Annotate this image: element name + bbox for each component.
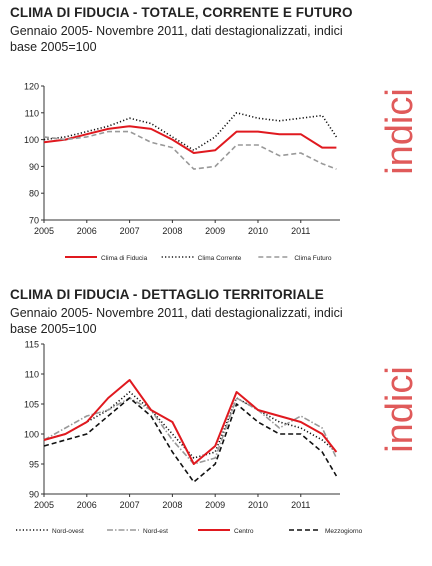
y-tick-label: 70: [29, 216, 39, 226]
legend-label: Centro: [234, 528, 254, 535]
y-tick-label: 115: [25, 340, 39, 350]
y-tick-label: 120: [24, 82, 39, 92]
legend-label: Nord-est: [143, 528, 168, 535]
chart-title: CLIMA DI FIDUCIA - TOTALE, CORRENTE E FU…: [10, 5, 353, 20]
y-tick-label: 90: [29, 490, 39, 500]
chart-panel-1: CLIMA DI FIDUCIA - TOTALE, CORRENTE E FU…: [10, 5, 421, 262]
y-tick-label: 110: [25, 370, 39, 380]
x-tick-label: 2011: [291, 500, 310, 510]
y-tick-label: 100: [24, 430, 39, 440]
series-line: [43, 130, 337, 170]
x-tick-label: 2011: [291, 226, 310, 236]
x-tick-label: 2009: [205, 500, 225, 510]
legend-label: Clima Futuro: [294, 255, 332, 262]
legend-label: Mezzogiorno: [325, 528, 363, 535]
x-tick-label: 2007: [120, 500, 140, 510]
x-tick-label: 2006: [77, 500, 97, 510]
chart-svg: 90 95 100 105 110 115 2005 2006 2007 2008 2009 2010…: [16, 340, 363, 535]
y-tick-label: 110: [25, 108, 39, 118]
series-line: [43, 111, 338, 152]
x-tick-label: 2005: [34, 226, 54, 236]
legend-label: Clima Corrente: [198, 255, 242, 262]
series-line: [43, 125, 337, 154]
chart-svg: 70 80 90 100 110 120 2005 2006 2007 2008 2009 2010 2…: [24, 82, 340, 262]
chart-panel-2: CLIMA DI FIDUCIA - DETTAGLIO TERRITORIAL…: [0, 283, 432, 566]
y-tick-label: 105: [24, 400, 39, 410]
y-tick-label: 80: [29, 189, 39, 199]
y-tick-label: 100: [24, 135, 39, 145]
series-line: [43, 397, 338, 465]
series-line: [43, 397, 338, 483]
chart-title: CLIMA DI FIDUCIA - DETTAGLIO TERRITORIAL…: [10, 287, 324, 302]
x-tick-label: 2010: [248, 500, 268, 510]
legend-label: Clima di Fiducia: [101, 255, 148, 262]
chart-subtitle: Gennaio 2005- Novembre 2011, dati destag…: [10, 306, 343, 336]
series-line: [43, 379, 338, 465]
x-tick-label: 2006: [77, 226, 97, 236]
chart-subtitle: Gennaio 2005- Novembre 2011, dati destag…: [10, 24, 343, 54]
series-line: [43, 391, 337, 459]
x-tick-label: 2005: [34, 500, 54, 510]
legend-label: Nord-ovest: [52, 528, 84, 535]
y-tick-label: 95: [29, 460, 39, 470]
x-tick-label: 2007: [120, 226, 140, 236]
y-tick-label: 90: [29, 162, 39, 172]
x-tick-label: 2010: [248, 226, 268, 236]
x-tick-label: 2008: [162, 226, 182, 236]
x-tick-label: 2009: [205, 226, 225, 236]
x-tick-label: 2008: [162, 500, 182, 510]
